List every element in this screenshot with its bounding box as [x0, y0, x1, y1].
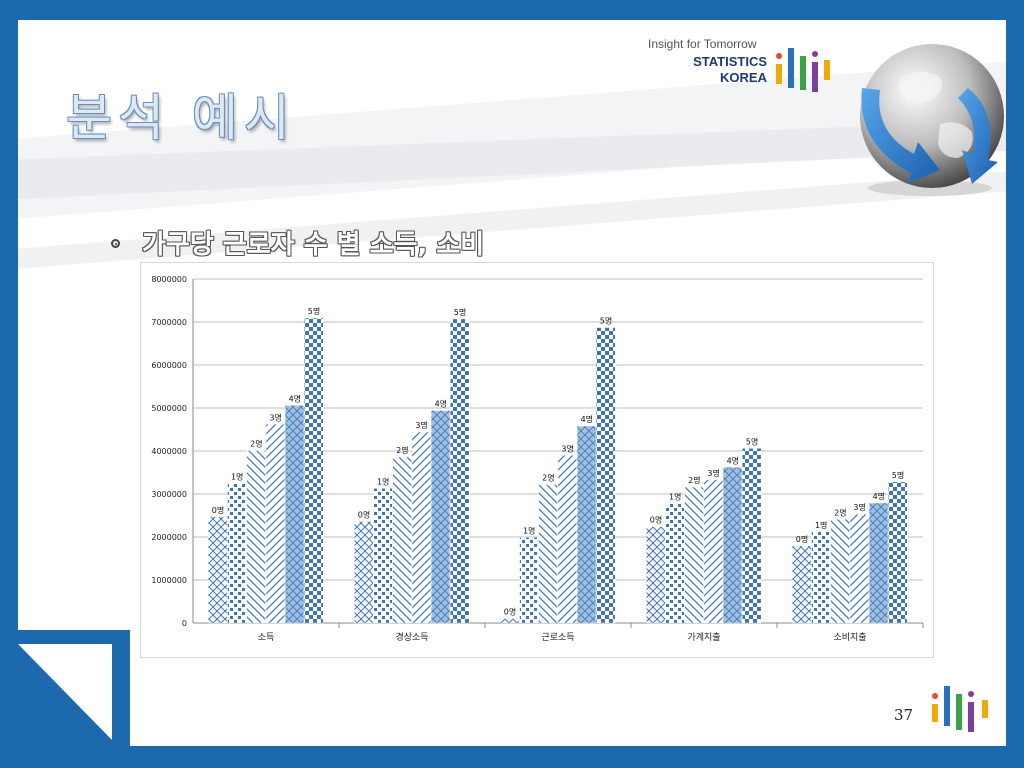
bar	[500, 618, 520, 624]
bar	[723, 467, 743, 624]
data-label: 2명	[688, 475, 700, 485]
bar	[742, 448, 762, 624]
data-label: 5명	[454, 307, 466, 317]
data-label: 4명	[727, 455, 739, 465]
bar	[596, 327, 616, 624]
statistics-korea-bars-logo	[776, 48, 830, 92]
bar	[411, 431, 431, 624]
globe-arrows-icon	[860, 44, 1004, 196]
bar	[849, 514, 869, 624]
y-tick-label: 4000000	[151, 447, 187, 456]
frame-left	[0, 0, 18, 768]
bar	[373, 488, 393, 624]
bar	[646, 526, 666, 624]
bar	[888, 481, 908, 624]
data-label: 1명	[815, 520, 827, 530]
data-label: 3명	[561, 443, 573, 453]
bar	[304, 317, 324, 624]
data-label: 0명	[650, 515, 662, 525]
y-tick-label: 1000000	[151, 576, 187, 585]
corner-decoration	[0, 630, 130, 748]
bar	[285, 405, 305, 624]
data-label: 4명	[435, 399, 447, 409]
page-number: 37	[894, 706, 914, 724]
y-tick-label: 2000000	[151, 533, 187, 542]
x-tick-label: 경상소득	[395, 631, 428, 643]
bar	[354, 521, 374, 624]
data-label: 2명	[542, 473, 554, 483]
data-label: 1명	[231, 471, 243, 481]
y-tick-label: 7000000	[151, 318, 187, 327]
y-tick-label: 8000000	[151, 275, 187, 284]
bar	[703, 479, 723, 624]
statistics-korea-bars-logo-bottom	[932, 686, 988, 732]
data-label: 5명	[892, 470, 904, 480]
data-label: 0명	[212, 505, 224, 515]
y-tick-label: 3000000	[151, 490, 187, 499]
frame-top	[0, 0, 1024, 20]
bar	[665, 503, 685, 624]
data-label: 4명	[289, 393, 301, 403]
bar	[208, 516, 228, 624]
data-label: 3명	[853, 502, 865, 512]
brand-name: STATISTICS KOREA	[683, 54, 767, 86]
data-label: 0명	[504, 607, 516, 617]
bar	[557, 455, 577, 624]
bar	[830, 519, 850, 624]
data-label: 1명	[523, 525, 535, 535]
bar	[431, 410, 451, 624]
data-label: 4명	[873, 491, 885, 501]
chart-container: 0 1000000 2000000 3000000 4000000 5000000 6000…	[140, 262, 934, 658]
bar	[392, 456, 412, 624]
frame-bottom	[0, 746, 1024, 768]
bar	[246, 450, 266, 624]
data-label: 3명	[707, 468, 719, 478]
brand-name-line1: STATISTICS	[693, 54, 767, 69]
bar	[265, 424, 285, 624]
y-tick-label: 5000000	[151, 404, 187, 413]
data-label: 2명	[250, 439, 262, 449]
data-label: 3명	[269, 412, 281, 422]
data-label: 0명	[796, 534, 808, 544]
bar	[538, 484, 558, 624]
data-label: 5명	[600, 316, 612, 326]
data-label: 2명	[396, 445, 408, 455]
y-tick-label: 0	[182, 619, 187, 628]
data-label: 1명	[377, 476, 389, 486]
x-tick-label: 소득	[258, 632, 275, 643]
bullet-text: 가구당 근로자 수 별 소득, 소비	[142, 230, 485, 260]
data-label: 5명	[308, 306, 320, 316]
data-label: 0명	[358, 510, 370, 520]
slide-title: 분석 예시	[66, 89, 296, 147]
data-label: 2명	[834, 507, 846, 517]
data-label: 3명	[415, 420, 427, 430]
data-label: 1명	[669, 491, 681, 501]
brand-tagline: Insight for Tomorrow	[648, 37, 757, 51]
x-tick-label: 가계지출	[687, 631, 720, 643]
chart: 0 1000000 2000000 3000000 4000000 5000000 6000…	[151, 275, 924, 643]
bar	[684, 486, 704, 624]
frame-right	[1006, 0, 1024, 768]
x-tick-label: 근로소득	[541, 632, 574, 643]
brand-name-line2: KOREA	[720, 70, 767, 85]
bar	[811, 531, 831, 624]
bar	[577, 425, 597, 624]
bar	[869, 502, 889, 624]
data-label: 5명	[746, 436, 758, 446]
data-label: 4명	[581, 414, 593, 424]
bar	[519, 537, 539, 624]
bullet-icon	[111, 239, 120, 248]
bar	[450, 318, 470, 624]
y-tick-label: 6000000	[151, 361, 187, 370]
bar	[792, 545, 812, 624]
bar	[227, 483, 247, 624]
x-tick-label: 소비지출	[833, 632, 866, 643]
